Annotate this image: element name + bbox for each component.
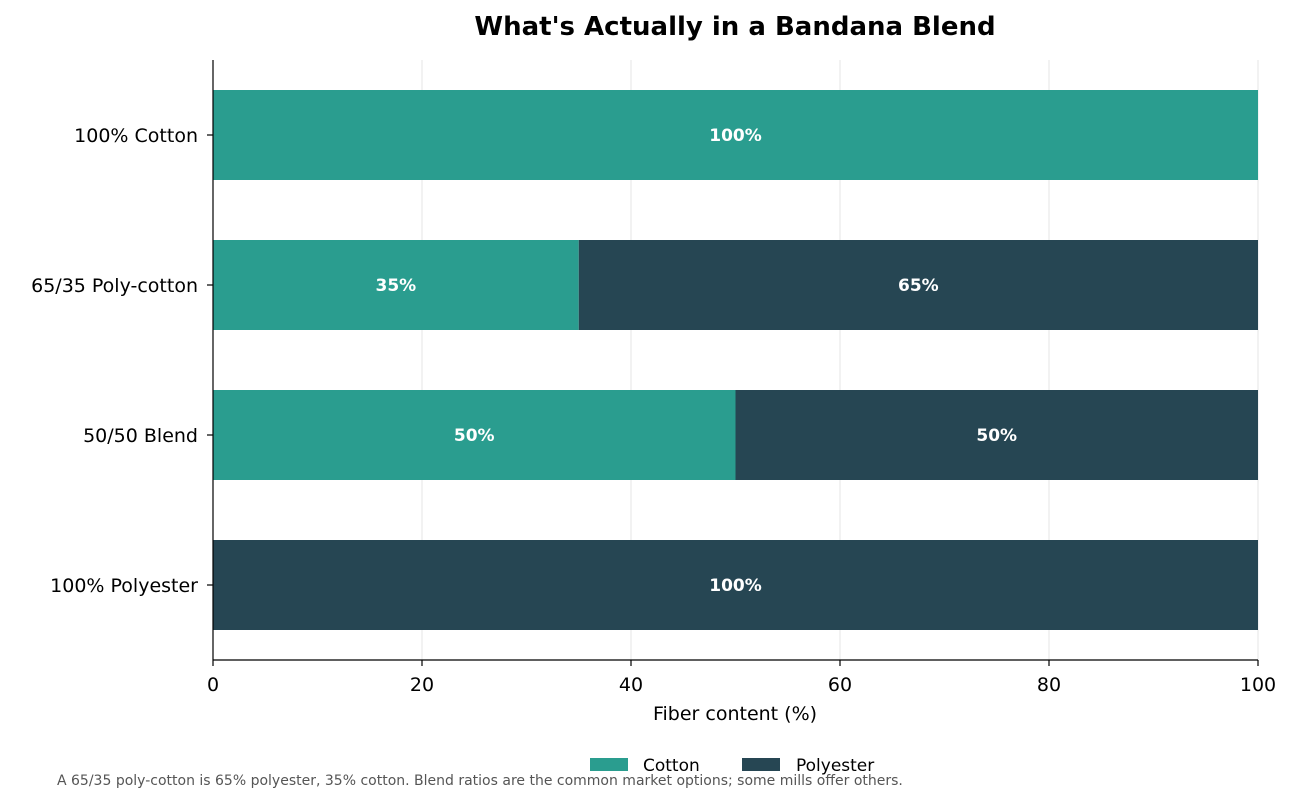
chart-title: What's Actually in a Bandana Blend <box>474 12 995 42</box>
footnote: A 65/35 poly-cotton is 65% polyester, 35… <box>57 773 903 789</box>
bar-cotton <box>213 90 1258 180</box>
bar-value-label: 100% <box>709 126 762 146</box>
bars: 100% 35% 65% 50% 50% 100% <box>213 90 1258 630</box>
bar-polyester <box>735 390 1258 480</box>
x-tick-labels: 0 20 40 60 80 100 <box>207 660 1276 696</box>
bar-cotton <box>213 240 579 330</box>
x-tick-label: 20 <box>410 674 434 696</box>
x-tick-label: 100 <box>1240 674 1276 696</box>
y-tick-labels: 100% Cotton 65/35 Poly-cotton 50/50 Blend 1… <box>31 125 213 597</box>
bar-polyester <box>213 540 1258 630</box>
bar-value-label: 65% <box>898 276 939 296</box>
x-axis-label: Fiber content (%) <box>653 703 817 725</box>
legend-swatch-polyester <box>742 758 780 771</box>
x-tick-label: 60 <box>828 674 852 696</box>
y-tick-label: 100% Polyester <box>50 575 198 597</box>
legend-label-polyester: Polyester <box>796 756 874 776</box>
bar-value-label: 35% <box>376 276 417 296</box>
legend-label-cotton: Cotton <box>643 756 700 776</box>
axes <box>212 60 1258 661</box>
y-tick-label: 50/50 Blend <box>83 425 198 447</box>
bar-polyester <box>578 240 1258 330</box>
y-tick-label: 100% Cotton <box>74 125 198 147</box>
legend-swatch-cotton <box>590 758 628 771</box>
bar-value-label: 100% <box>709 576 762 596</box>
bar-value-label: 50% <box>454 426 495 446</box>
legend: Cotton Polyester <box>590 756 874 776</box>
x-tick-label: 40 <box>619 674 643 696</box>
y-tick-label: 65/35 Poly-cotton <box>31 275 198 297</box>
bar-cotton <box>213 390 736 480</box>
x-tick-label: 80 <box>1037 674 1061 696</box>
x-tick-label: 0 <box>207 674 219 696</box>
bar-value-label: 50% <box>976 426 1017 446</box>
